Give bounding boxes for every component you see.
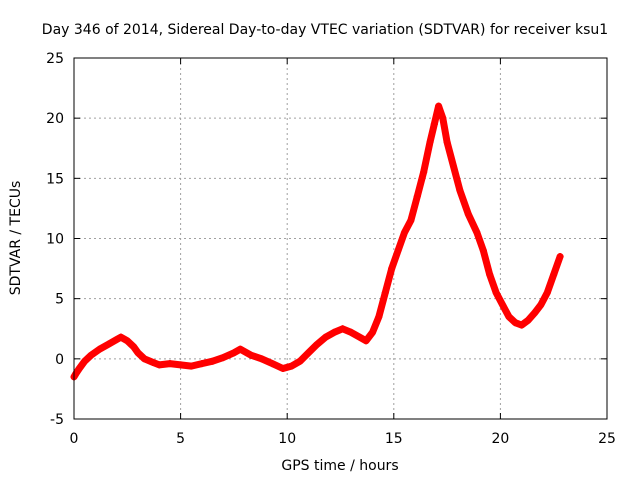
data-point (430, 120, 438, 128)
data-point (449, 162, 457, 170)
data-point (439, 114, 447, 122)
data-point (413, 192, 421, 200)
data-point (420, 168, 428, 176)
data-point (492, 289, 500, 297)
data-point (330, 328, 338, 336)
data-point (381, 289, 389, 297)
data-point (499, 301, 507, 309)
data-point (219, 354, 227, 362)
x-tick-label: 0 (70, 431, 79, 447)
data-point (209, 357, 217, 365)
data-point (550, 271, 558, 279)
data-point (279, 364, 287, 372)
data-point (258, 355, 266, 363)
data-point (155, 361, 163, 369)
data-point (123, 337, 131, 345)
data-point (236, 345, 244, 353)
data-point (305, 349, 313, 357)
data-point (486, 271, 494, 279)
data-point (247, 351, 255, 359)
data-point (187, 362, 195, 370)
data-point (511, 319, 519, 327)
data-point (435, 102, 443, 110)
grid-lines (74, 58, 607, 419)
y-tick-label: 20 (46, 111, 64, 127)
data-point (140, 355, 148, 363)
y-axis-label: SDTVAR / TECUs (8, 181, 24, 296)
data-point (356, 333, 364, 341)
data-point (166, 360, 174, 368)
data-point (400, 228, 408, 236)
data-point (134, 349, 142, 357)
x-tick-label: 15 (385, 431, 403, 447)
x-tick-label: 20 (491, 431, 509, 447)
data-point (518, 321, 526, 329)
data-point (230, 349, 238, 357)
data-point (362, 337, 370, 345)
data-point (339, 325, 347, 333)
data-point (313, 340, 321, 348)
data-point (130, 343, 138, 351)
data-point (464, 210, 472, 218)
data-point (426, 138, 434, 146)
y-tick-label: 10 (46, 232, 64, 248)
data-point (443, 138, 451, 146)
y-tick-label: 25 (46, 51, 64, 67)
data-point (198, 360, 206, 368)
data-point (505, 313, 513, 321)
y-tick-label: 5 (55, 292, 64, 308)
y-tick-label: 15 (46, 171, 64, 187)
data-point (456, 186, 464, 194)
data-point (407, 216, 415, 224)
data-point (388, 265, 396, 273)
data-point (104, 340, 112, 348)
data-point (473, 228, 481, 236)
data-point (96, 345, 104, 353)
x-tick-label: 10 (278, 431, 296, 447)
x-tick-label: 25 (598, 431, 616, 447)
data-point (287, 362, 295, 370)
x-axis-label: GPS time / hours (281, 458, 398, 474)
data-point (75, 364, 83, 372)
y-tick-label: 0 (55, 352, 64, 368)
data-point (394, 247, 402, 255)
data-point (117, 333, 125, 341)
chart-title: Day 346 of 2014, Sidereal Day-to-day VTE… (42, 22, 608, 38)
data-point (113, 336, 121, 344)
data-point (81, 357, 89, 365)
series-trace (70, 102, 564, 381)
data-point (479, 247, 487, 255)
data-point (375, 313, 383, 321)
data-point (296, 357, 304, 365)
data-point (531, 309, 539, 317)
y-tick-label: -5 (50, 412, 64, 428)
x-tick-label: 5 (176, 431, 185, 447)
data-point (87, 351, 95, 359)
data-point (537, 301, 545, 309)
data-point (347, 328, 355, 336)
data-point (322, 333, 330, 341)
data-point (368, 328, 376, 336)
data-point (556, 253, 564, 261)
data-point (524, 316, 532, 324)
data-series (70, 102, 564, 381)
data-point (149, 358, 157, 366)
data-point (177, 361, 185, 369)
axes: 0 5 10 15 20 25 -5 0 5 10 15 20 25 (46, 51, 616, 447)
data-point (268, 360, 276, 368)
data-point (543, 289, 551, 297)
